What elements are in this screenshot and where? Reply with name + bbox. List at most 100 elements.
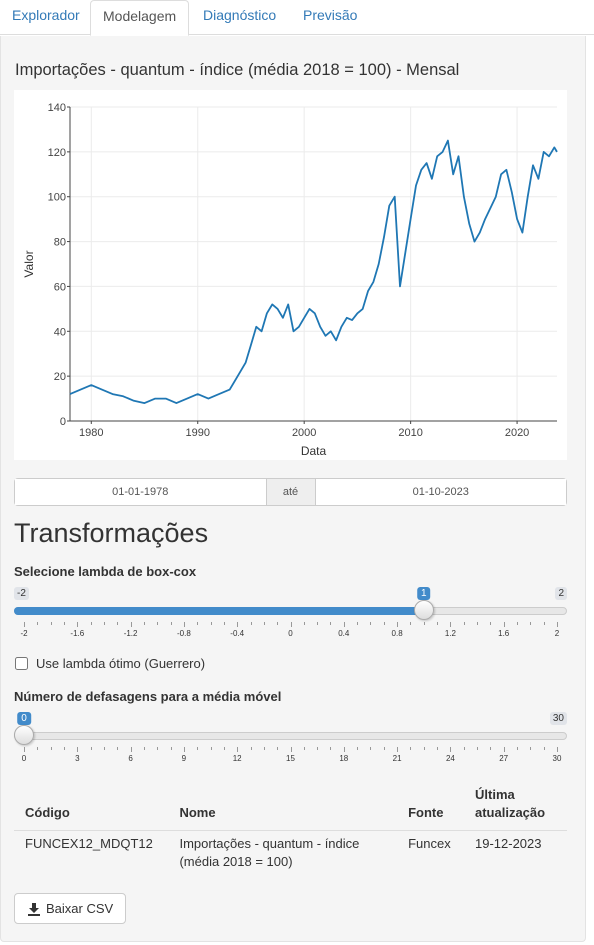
cell-code: FUNCEX12_MDQT12: [25, 836, 153, 851]
series-line: [69, 139, 558, 404]
lambda-bar: [14, 607, 424, 615]
slider-tick: [343, 622, 345, 627]
slider-minor-tick: [37, 622, 39, 625]
slider-minor-tick: [383, 622, 385, 625]
slider-minor-tick: [210, 622, 212, 625]
slider-tick-label: 1.6: [498, 629, 510, 638]
lambda-value-bubble: 1: [416, 587, 431, 600]
y-tick-label: 100: [48, 192, 66, 204]
lags-max-label: 30: [549, 712, 567, 725]
download-label: Baixar CSV: [46, 901, 114, 916]
lambda-handle[interactable]: [413, 600, 434, 620]
table-header-row: Código Nome Fonte Última atualização: [14, 782, 567, 831]
x-tick-label: 2020: [505, 427, 529, 439]
slider-minor-tick: [437, 747, 439, 750]
slider-tick-label: 3: [75, 754, 80, 763]
slider-minor-tick: [37, 747, 39, 750]
slider-minor-tick: [370, 747, 372, 750]
slider-tick: [24, 747, 25, 752]
slider-minor-tick: [50, 747, 52, 750]
lambda-grid: -2 -1.6 -1.2 -0.8 -0.4 0 0.4 0.8 1.2 1.6 2: [20, 622, 560, 642]
slider-minor-tick: [263, 622, 265, 625]
slider-tick: [503, 622, 505, 627]
x-axis-title: Data: [301, 444, 327, 458]
slider-minor-tick: [197, 622, 199, 625]
slider-minor-tick: [63, 747, 65, 750]
header-source: Fonte: [397, 782, 464, 831]
slider-tick: [290, 622, 292, 627]
slider-tick-label: 2: [554, 629, 560, 638]
slider-tick-label: 0: [288, 629, 293, 638]
y-tick-label: 0: [60, 416, 66, 428]
slider-minor-tick: [157, 747, 159, 750]
slider-minor-tick: [530, 747, 532, 750]
lags-value-bubble: 0: [17, 712, 31, 725]
slider-minor-tick: [517, 622, 519, 625]
slider-tick: [397, 622, 399, 627]
lags-slider[interactable]: 0 30 0 0 3 6 9 12 15 18 21 24 27 30: [14, 712, 567, 772]
lambda-slider[interactable]: -2 2 1 -2 -1.6 -1.2 -0.8 -0.4 0 0.4 0.8 1.2 1.6 2: [14, 587, 567, 647]
slider-minor-tick: [357, 622, 359, 625]
download-csv-button[interactable]: Baixar CSV: [14, 893, 127, 924]
tab-bar: Explorador Modelagem Diagnóstico Previsã…: [0, 0, 594, 36]
cell-name: Importações - quantum - índice (média 20…: [179, 836, 360, 869]
slider-minor-tick: [103, 747, 105, 750]
y-axis-title: Valor: [22, 250, 36, 277]
slider-minor-tick: [63, 622, 65, 625]
slider-tick-label: 0.8: [391, 629, 403, 638]
slider-tick: [237, 622, 239, 627]
slider-minor-tick: [490, 622, 492, 625]
guerrero-checkbox-row[interactable]: Use lambda ótimo (Guerrero): [14, 656, 205, 671]
slider-minor-tick: [317, 747, 319, 750]
slider-tick: [130, 622, 132, 627]
slider-tick: [557, 622, 558, 627]
x-tick-label: 1980: [79, 427, 103, 439]
tab-previsao[interactable]: Previsão: [303, 7, 358, 23]
slider-tick: [450, 622, 452, 627]
slider-minor-tick: [170, 747, 172, 750]
header-updated: Última atualização: [464, 782, 567, 831]
slider-minor-tick: [197, 747, 199, 750]
table-row: FUNCEX12_MDQT12 Importações - quantum - …: [14, 831, 567, 878]
guerrero-checkbox[interactable]: [15, 657, 28, 670]
slider-minor-tick: [543, 747, 545, 750]
slider-tick: [397, 747, 399, 752]
tab-diagnostico[interactable]: Diagnóstico: [203, 7, 277, 23]
slider-tick-label: -0.4: [230, 629, 245, 638]
slider-minor-tick: [90, 747, 92, 750]
slider-minor-tick: [303, 622, 305, 625]
slider-tick: [24, 622, 25, 627]
tab-explorador[interactable]: Explorador: [12, 7, 80, 23]
slider-tick: [130, 747, 132, 752]
tab-modelagem[interactable]: Modelagem: [90, 0, 190, 36]
slider-minor-tick: [303, 747, 305, 750]
slider-minor-tick: [223, 622, 225, 625]
slider-minor-tick: [517, 747, 519, 750]
date-separator: até: [265, 479, 316, 505]
slider-minor-tick: [50, 622, 52, 625]
slider-tick-label: -1.2: [123, 629, 138, 638]
lags-handle[interactable]: [14, 725, 34, 745]
slider-tick-label: 18: [339, 754, 349, 763]
slider-minor-tick: [530, 622, 532, 625]
slider-tick: [77, 747, 79, 752]
slider-tick: [450, 747, 452, 752]
slider-minor-tick: [410, 622, 412, 625]
y-tick-label: 80: [54, 237, 66, 249]
lags-grid: 0 3 6 9 12 15 18 21 24 27 30: [22, 747, 561, 767]
slider-minor-tick: [90, 622, 92, 625]
slider-minor-tick: [277, 622, 279, 625]
slider-minor-tick: [250, 747, 252, 750]
lags-track[interactable]: [14, 732, 567, 740]
slider-tick: [77, 622, 79, 627]
start-date-input[interactable]: [15, 479, 266, 505]
slider-minor-tick: [477, 747, 479, 750]
cell-source: Funcex: [408, 836, 451, 851]
end-date-input[interactable]: [315, 479, 566, 505]
slider-minor-tick: [437, 622, 439, 625]
slider-tick-label: -2: [20, 629, 28, 638]
x-tick-label: 2000: [292, 427, 316, 439]
y-tick-label: 60: [54, 281, 66, 293]
slider-minor-tick: [357, 747, 359, 750]
slider-minor-tick: [543, 622, 545, 625]
